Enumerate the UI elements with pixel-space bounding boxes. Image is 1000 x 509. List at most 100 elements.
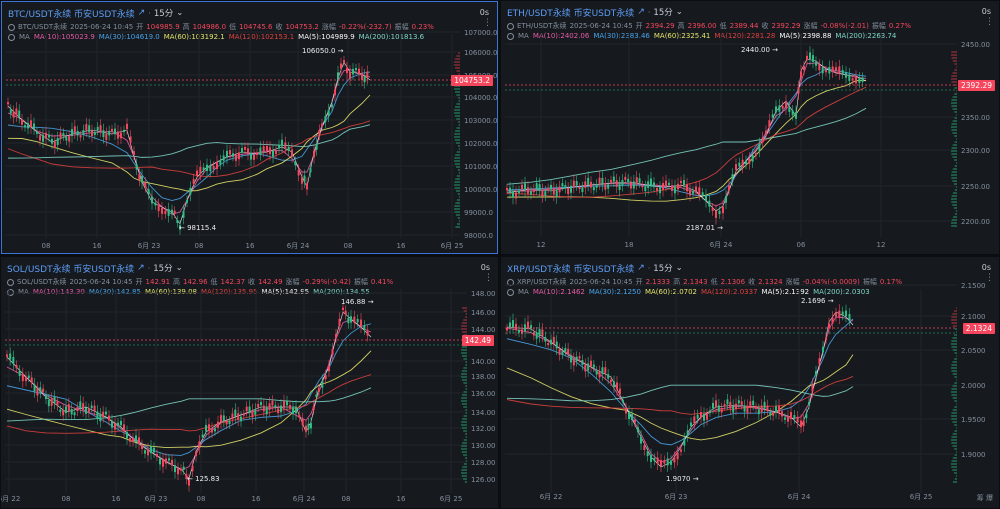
volume-profile-bar [951,340,957,342]
candle-body [85,124,88,131]
volume-profile-bar [454,163,460,165]
volume-profile-bar [951,123,957,125]
chevron-down-icon[interactable]: ⌄ [176,8,184,18]
timeframe-select[interactable]: 15分 [153,264,173,274]
info-high-label: 高 [677,22,685,30]
candlestick-chart[interactable]: 2450.00 2350.00 2300.00 2250.00 2200.00 12 18 6… [501,1,999,254]
volume-profile-bar [463,391,467,393]
eye-icon[interactable] [7,278,14,286]
candle-body [195,451,197,457]
volume-profile-bar [465,409,467,411]
eye-icon[interactable] [7,288,14,296]
eye-icon[interactable] [8,33,15,41]
chart-panel-btc[interactable]: BTC/USDT永续 币安USDT永续 ↗ · 15分 ⌄ 0s BTC/USDT永续 202… [1,1,498,254]
volume-profile-bar [461,424,467,426]
external-link-icon[interactable]: ↗ [137,8,146,18]
volume-profile-bar [951,147,957,149]
ma-legend-item: MA(5):142.95 [261,288,310,296]
volume-profile-bar [952,325,957,327]
candle-body [790,412,792,420]
candle-body [784,417,786,420]
candlestick-chart[interactable]: 2.1500 2.1000 2.0500 2.0000 1.9500 1.9000 6月 2… [501,257,999,508]
candle-body [532,188,535,193]
candle-body [251,410,254,418]
candle-body [749,401,752,408]
pair-title[interactable]: XRP/USDT永续 币安USDT永续 [507,264,635,275]
candle-body [238,152,240,160]
chevron-down-icon[interactable]: ⌄ [675,263,683,273]
candle-body [791,110,794,116]
candle-body [356,319,359,323]
candle-body [235,154,237,161]
external-link-icon[interactable]: ↗ [137,263,145,273]
chevron-down-icon[interactable]: ⌄ [675,7,683,17]
timeframe-select[interactable]: 15分 [653,264,673,274]
candle-body [73,412,76,416]
volume-profile-bar [456,55,460,57]
external-link-icon[interactable]: ↗ [637,7,645,17]
ma-legend-item: MA(200):134.55 [313,288,370,296]
candle-body [253,154,255,160]
timeframe-select[interactable]: 15分 [153,9,174,19]
settings-icon[interactable]: ⋮ [985,17,994,27]
candle-body [67,404,70,412]
candle-body [703,413,705,421]
candle-body [572,180,575,188]
timeframe-select[interactable]: 15分 [653,8,673,18]
settings-icon[interactable]: ⋮ [985,273,994,283]
pair-title[interactable]: BTC/USDT永续 币安USDT永续 [8,9,135,20]
candle-body [705,195,707,202]
candle-body [117,422,119,427]
y-tick-label: 140.00 [471,358,496,366]
chart-panel-eth[interactable]: ETH/USDT永续 币安USDT永续 ↗ · 15分 ⌄ 0s ETH/USDT永续 202… [501,1,999,254]
eye-icon[interactable] [507,288,514,296]
ma-legend-item: MA(120):135.95 [201,288,258,296]
ma-line [506,316,854,463]
volume-profile-bar [952,108,957,110]
ma-legend-item: MA(5):2.1392 [761,288,810,296]
volume-profile-bar [456,118,460,120]
y-tick-label: 1.9500 [961,416,986,424]
volume-profile-bar [951,78,957,80]
candle-body [607,374,610,379]
volume-profile-bar [455,190,460,192]
volume-profile-bar [461,379,467,381]
pair-title[interactable]: ETH/USDT永续 币安USDT永续 [507,8,635,19]
candle-body [547,187,550,190]
corner-tools[interactable]: 筹 爆 [976,494,993,502]
volume-profile-bar [951,463,957,465]
volume-profile-bar [951,316,957,318]
ma-line [6,374,372,434]
ma-line [7,124,371,159]
y-tick-label: 99000.0 [464,209,493,217]
chart-panel-sol[interactable]: SOL/USDT永续 币安USDT永续 ↗ · 15分 ⌄ 0s SOL/USDT永续 202… [1,257,498,508]
candle-body [851,78,854,81]
eye-icon[interactable] [507,32,514,40]
ma-legend-item: MA(120):2.0337 [701,288,758,296]
volume-profile-bar [465,361,467,363]
volume-profile-bar [461,370,467,372]
candle-body [156,453,158,457]
candle-body [120,132,122,139]
chevron-down-icon[interactable]: ⌄ [175,263,183,273]
external-link-icon[interactable]: ↗ [637,263,645,273]
chart-panel-xrp[interactable]: XRP/USDT永续 币安USDT永续 ↗ · 15分 ⌄ 0s XRP/USDT永续 202… [501,257,999,508]
settings-icon[interactable]: ⋮ [484,273,493,283]
candlestick-chart[interactable]: 148.00 146.00 144.00 140.00 138.00 136.00 134.… [1,257,498,508]
info-change-label: 涨幅 [785,278,800,286]
volume-profile-bar [465,364,467,366]
y-tick-label: 134.00 [471,409,496,417]
eye-icon[interactable] [507,22,514,30]
candle-body [538,184,541,192]
candle-body [632,181,635,189]
eye-icon[interactable] [8,23,15,31]
volume-profile-bar [458,97,460,99]
candlestick-chart[interactable]: 107000.0106000.0105000.0104000.0103000.0… [2,2,497,253]
volume-profile-bar [953,472,957,474]
candle-body [301,177,303,184]
candle-body [761,137,764,143]
pair-title[interactable]: SOL/USDT永续 币安USDT永续 [7,264,135,275]
candle-body [722,206,724,214]
candle-body [363,325,366,330]
settings-icon[interactable]: ⋮ [483,18,492,28]
